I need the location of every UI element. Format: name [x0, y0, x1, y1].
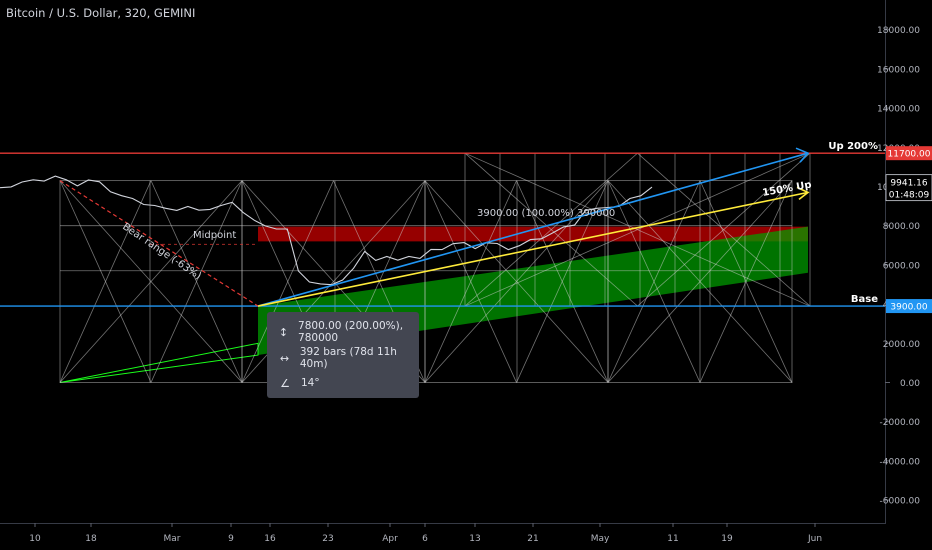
x-tick-label: May [591, 534, 610, 544]
blue-trend-arrow[interactable] [257, 152, 809, 307]
bear-range-annotation: Bear range (-63%) [120, 221, 203, 282]
measure-annotation: 3900.00 (100.00%) 390000 [477, 208, 615, 219]
gann-fan-line [424, 180, 517, 383]
level-name: Up 200% [828, 141, 878, 152]
x-tick-label: 10 [29, 534, 41, 544]
level-price-badge [886, 146, 932, 161]
level-price-text: 3900.00 [890, 303, 927, 313]
red-zone-fill [258, 226, 808, 242]
gann-fan-line [516, 180, 609, 383]
level-price-badge [886, 299, 932, 314]
tooltip-angle-row: ∠ 14° [277, 374, 320, 392]
gann-fan-line [699, 180, 793, 383]
price-labels: 11700.00 3900.00 9941.16 01:48:09 [885, 146, 932, 314]
measure-tooltip: ↕ 7800.00 (200.00%), 780000 ↔ 392 bars (… [267, 312, 419, 398]
x-tick-label: 16 [264, 534, 276, 544]
midpoint-annotation: Midpoint [193, 230, 236, 241]
y-tick-label: 16000.00 [877, 65, 920, 75]
yellow-arrow-head [796, 186, 810, 201]
x-tick-label: 11 [667, 534, 678, 544]
vertical-range-icon: ↕ [278, 325, 289, 339]
y-axis: 18000.0016000.0014000.0012000.0010000.00… [877, 0, 920, 524]
y-tick-label: 8000.00 [883, 222, 920, 232]
x-tick-label: Mar [164, 534, 181, 544]
level-price-text: 11700.00 [888, 150, 931, 160]
x-tick-label: Apr [382, 534, 398, 544]
level-name: Base [851, 294, 878, 305]
tooltip-bars-row: ↔ 392 bars (78d 11h 40m) [277, 346, 419, 370]
last-price-badge [885, 174, 932, 202]
y-tick-label: 2000.00 [883, 340, 920, 350]
horizontal-range-icon: ↔ [279, 351, 290, 365]
x-tick-label: 23 [322, 534, 333, 544]
y-tick-label: -6000.00 [880, 497, 921, 507]
btc-price-line [0, 175, 653, 286]
gann-fan-line [59, 180, 152, 383]
x-tick-label: 18 [85, 534, 97, 544]
tooltip-bars-range: 392 bars (78d 11h 40m) [299, 346, 397, 370]
green-lower-line [59, 342, 259, 383]
tooltip-angle: 14° [301, 377, 320, 389]
gann-diagonal [59, 180, 243, 383]
price-series [0, 175, 653, 286]
angle-icon: ∠ [280, 376, 290, 390]
tooltip-price-row: ↕ 7800.00 (200.00%), 780000 [277, 320, 419, 344]
x-tick-label: 13 [469, 534, 480, 544]
gann-fan-line [150, 180, 243, 383]
yellow-trend-arrow[interactable] [257, 191, 809, 307]
x-tick-label: 21 [527, 534, 538, 544]
symbol-title: Bitcoin / U.S. Dollar, 320, GEMINI [6, 6, 196, 20]
gann-diagonal [424, 180, 609, 383]
y-tick-label: 6000.00 [883, 261, 920, 271]
x-tick-label: 19 [721, 534, 733, 544]
y-tick-label: -2000.00 [880, 418, 921, 428]
gann-fan-line [464, 152, 638, 307]
x-tick-label: 9 [228, 534, 234, 544]
tooltip-price-range: 7800.00 (200.00%), 780000 [298, 320, 404, 344]
gann-fan-line [607, 180, 701, 383]
countdown-text: 01:48:09 [889, 191, 930, 201]
x-axis: 10 18 Mar 9 16 23 Apr 6 13 21 May 11 19 Jun [0, 523, 885, 544]
gann-fan-line [637, 152, 811, 307]
blue-arrow-head [795, 147, 810, 163]
y-tick-label: 0.00 [900, 379, 920, 389]
gann-diagonal [464, 152, 811, 307]
y-tick-label: 18000.00 [877, 26, 920, 36]
last-price-text: 9941.16 [890, 179, 927, 189]
x-tick-label: Jun [807, 534, 822, 544]
x-tick-label: 6 [422, 534, 428, 544]
y-tick-label: -4000.00 [880, 457, 921, 467]
y-tick-label: 14000.00 [877, 105, 920, 115]
